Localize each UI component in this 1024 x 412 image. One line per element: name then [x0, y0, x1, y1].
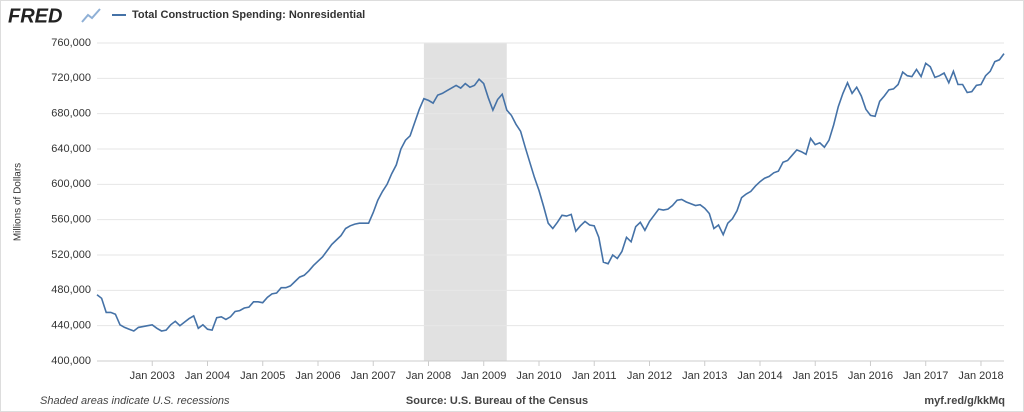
y-tick-label: 560,000: [51, 214, 91, 226]
y-tick-label: 520,000: [51, 249, 91, 261]
x-tick-label: Jan 2012: [627, 370, 672, 382]
footer-source: Source: U.S. Bureau of the Census: [406, 395, 588, 407]
x-tick-label: Jan 2011: [572, 370, 616, 382]
x-tick-label: Jan 2014: [737, 370, 782, 382]
series-line: [96, 53, 1005, 332]
footer-note: Shaded areas indicate U.S. recessions: [40, 395, 230, 407]
x-tick-label: Jan 2013: [682, 370, 727, 382]
y-tick-label: 760,000: [51, 37, 91, 49]
x-tick-label: Jan 2009: [461, 370, 506, 382]
recession-band: [423, 43, 507, 361]
x-tick-label: Jan 2007: [351, 370, 396, 382]
y-axis-label: Millions of Dollars: [13, 163, 24, 241]
x-tick-label: Jan 2010: [516, 370, 561, 382]
x-tick-label: Jan 2018: [958, 370, 1003, 382]
footer-link[interactable]: myf.red/g/kkMq: [924, 395, 1005, 407]
x-tick-label: Jan 2005: [240, 370, 285, 382]
y-tick-label: 400,000: [51, 355, 91, 367]
x-tick-label: Jan 2015: [793, 370, 838, 382]
x-tick-label: Jan 2006: [295, 370, 340, 382]
y-tick-label: 720,000: [51, 72, 91, 84]
x-tick-label: Jan 2016: [848, 370, 893, 382]
x-tick-label: Jan 2004: [185, 370, 230, 382]
x-tick-label: Jan 2003: [130, 370, 175, 382]
logo[interactable]: FRED: [8, 5, 62, 27]
plot: [96, 42, 1005, 366]
y-tick-label: 640,000: [51, 143, 91, 155]
y-tick-label: 600,000: [51, 178, 91, 190]
y-tick-label: 440,000: [51, 320, 91, 332]
x-tick-label: Jan 2017: [903, 370, 948, 382]
logo-icon: [81, 8, 101, 23]
x-tick-label: Jan 2008: [406, 370, 451, 382]
legend-label: Total Construction Spending: Nonresident…: [132, 9, 365, 21]
y-tick-label: 680,000: [51, 108, 91, 120]
y-tick-label: 480,000: [51, 284, 91, 296]
